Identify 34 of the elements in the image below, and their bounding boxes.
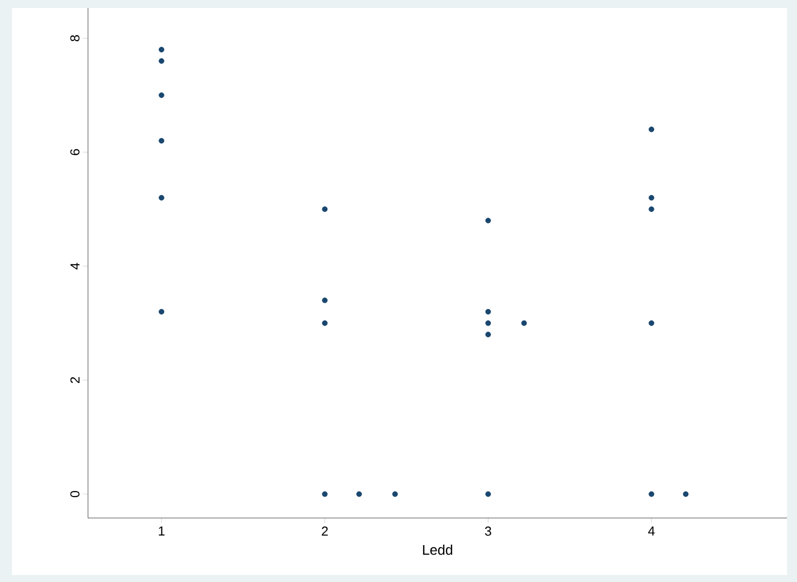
point <box>356 491 362 497</box>
x-axis-title: Ledd <box>423 544 452 555</box>
point <box>648 206 654 212</box>
point <box>322 320 328 326</box>
point <box>322 491 328 497</box>
x-tick-label: 4 <box>648 526 655 536</box>
point <box>682 491 689 497</box>
point <box>158 138 164 144</box>
point <box>392 491 398 497</box>
point <box>648 320 654 326</box>
point <box>521 320 527 326</box>
point <box>322 298 328 304</box>
y-tick-label: 2 <box>70 377 80 384</box>
point <box>648 491 654 497</box>
point <box>158 308 164 315</box>
point <box>158 46 164 52</box>
point <box>158 194 164 201</box>
point <box>158 58 164 64</box>
point <box>485 308 491 315</box>
point <box>485 332 491 338</box>
point <box>485 320 491 326</box>
x-tick-label: 1 <box>158 526 164 536</box>
point <box>322 206 328 212</box>
point <box>485 491 491 497</box>
x-tick-label: 3 <box>485 526 492 536</box>
y-tick-label: 8 <box>70 35 80 42</box>
y-tick-label: 0 <box>70 490 80 498</box>
x-tick-label: 2 <box>322 526 328 536</box>
y-tick-label: 6 <box>70 149 80 156</box>
point <box>485 218 491 224</box>
y-tick-label: 4 <box>70 262 80 270</box>
point <box>648 194 654 201</box>
point <box>648 126 654 132</box>
point <box>158 92 164 98</box>
